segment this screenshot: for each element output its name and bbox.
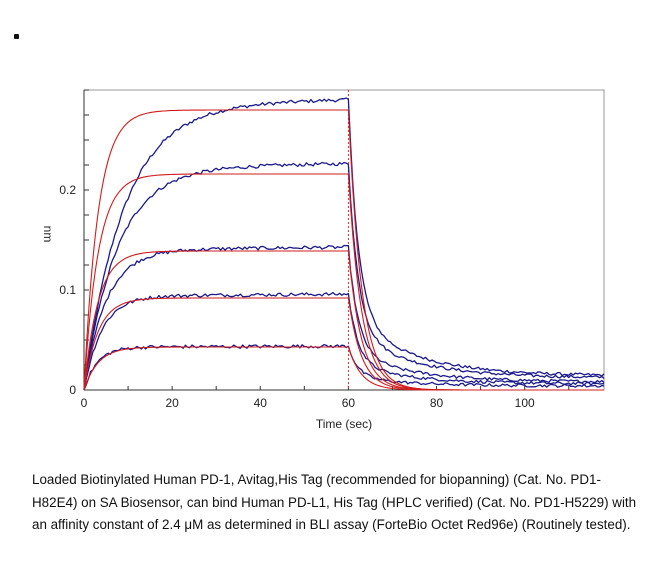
fit-curve-3 <box>83 250 604 391</box>
fit-curve-1 <box>83 109 604 391</box>
fit-curve-5 <box>83 346 604 391</box>
x-axis-title: Time (sec) <box>316 417 372 431</box>
measured-curve-2 <box>83 161 605 390</box>
tick-labels: 0 0.1 0.2 0 20 40 60 80 100 <box>59 183 535 410</box>
measured-curve-1 <box>83 97 605 390</box>
y-axis-title: nm <box>41 226 55 243</box>
curves <box>83 97 605 391</box>
x-tick-label: 60 <box>342 396 356 410</box>
x-tick-label: 80 <box>430 396 444 410</box>
fit-curve-2 <box>83 173 604 391</box>
x-tick-label: 20 <box>165 396 179 410</box>
y-tick-label: 0.1 <box>59 283 76 297</box>
y-tick-label: 0.2 <box>59 183 76 197</box>
measured-curve-4 <box>83 291 605 391</box>
x-tick-label: 100 <box>515 396 535 410</box>
x-tick-label: 0 <box>81 396 88 410</box>
bullet-dot <box>14 34 19 39</box>
y-tick-label: 0 <box>69 383 76 397</box>
fit-curve-4 <box>83 297 604 391</box>
binding-kinetics-chart: 0 0.1 0.2 0 20 40 60 80 100 Time (sec) nm <box>41 89 605 431</box>
figure-caption: Loaded Biotinylated Human PD-1, Avitag,H… <box>32 472 637 532</box>
x-tick-label: 40 <box>254 396 268 410</box>
measured-curve-3 <box>83 244 605 390</box>
axes <box>83 89 605 391</box>
